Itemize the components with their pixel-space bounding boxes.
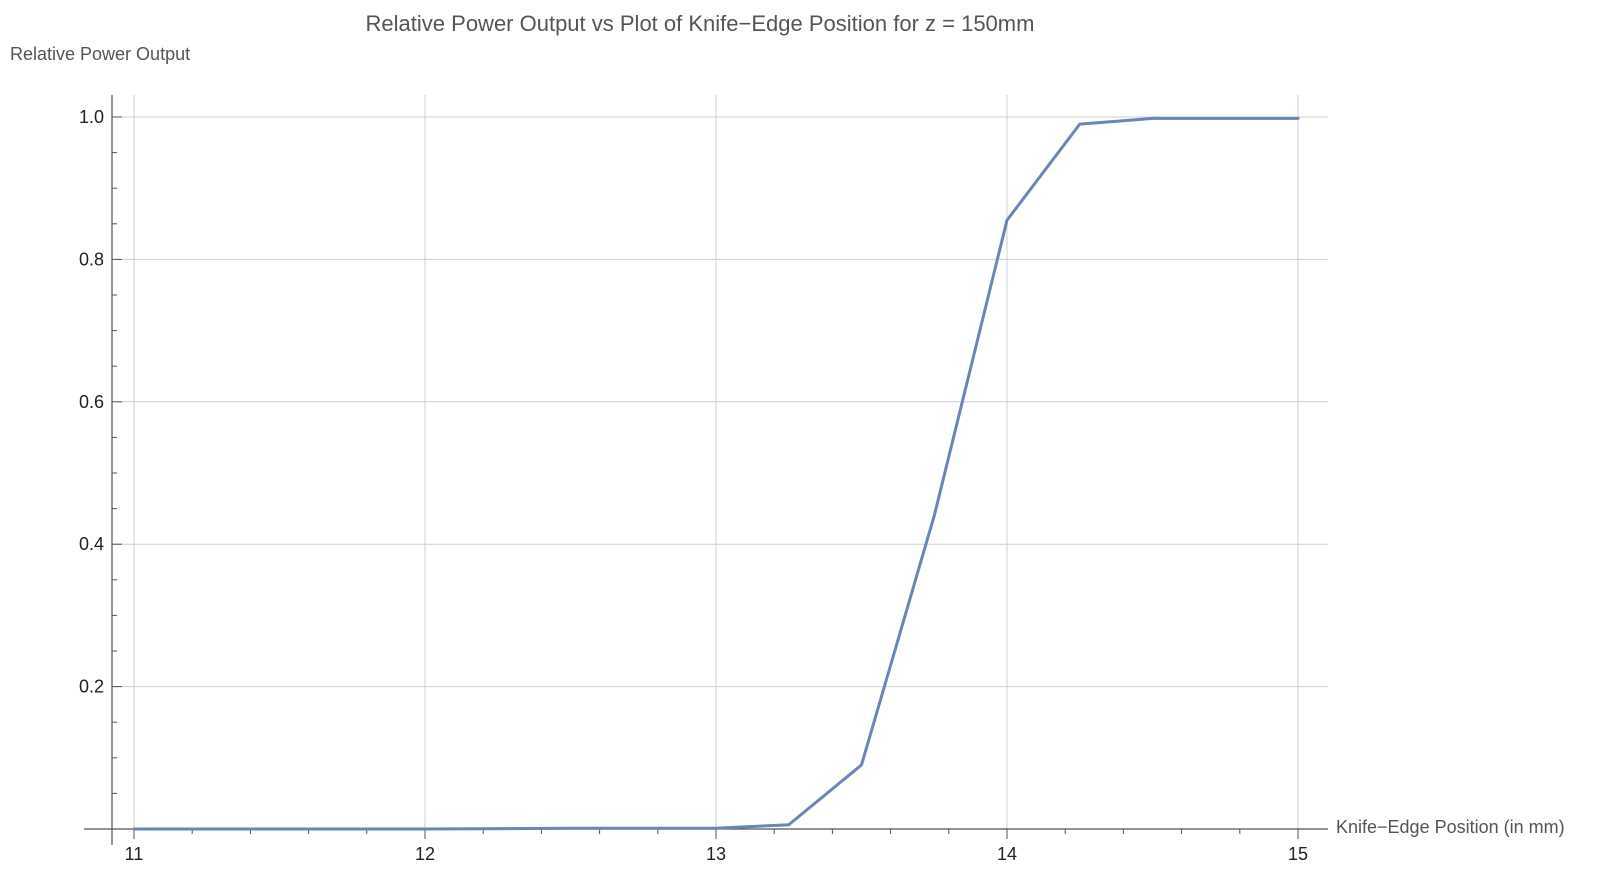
series-layer xyxy=(132,116,1300,831)
x-tick-label: 11 xyxy=(125,844,144,864)
ticks: 11 12 13 14 15 0.2 0.4 0.6 0.8 1.0 xyxy=(79,107,1308,864)
chart-title: Relative Power Output vs Plot of Knife−E… xyxy=(366,11,1035,36)
y-tick-label: 0.6 xyxy=(79,392,104,412)
y-tick-label: 0.8 xyxy=(79,249,104,269)
x-axis-label: Knife−Edge Position (in mm) xyxy=(1336,817,1565,837)
x-tick-label: 14 xyxy=(997,844,1017,864)
y-axis-label: Relative Power Output xyxy=(10,44,190,64)
y-tick-label: 1.0 xyxy=(79,107,104,127)
x-tick-label: 13 xyxy=(706,844,726,864)
axes xyxy=(84,95,1328,845)
x-tick-label: 15 xyxy=(1288,844,1308,864)
grid xyxy=(112,95,1328,829)
y-tick-label: 0.4 xyxy=(79,534,104,554)
x-tick-label: 12 xyxy=(415,844,435,864)
series-line xyxy=(132,116,1300,831)
y-tick-label: 0.2 xyxy=(79,677,104,697)
